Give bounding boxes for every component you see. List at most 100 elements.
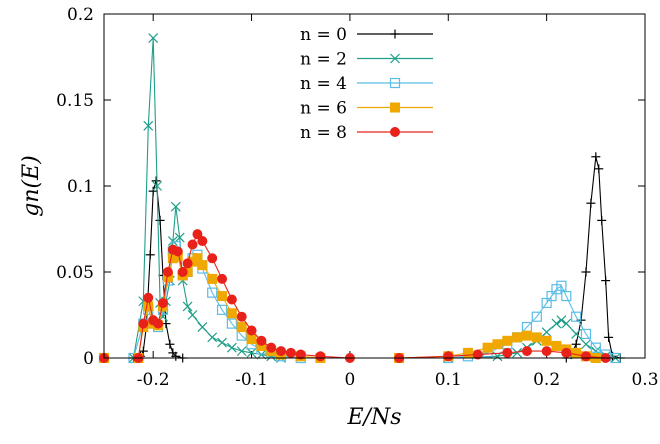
x-tick-label: -0.2 bbox=[137, 370, 170, 390]
data-point bbox=[197, 260, 208, 271]
y-tick-label: 0.05 bbox=[56, 263, 94, 283]
marker-stroke bbox=[174, 232, 185, 243]
y-axis-label: gn(E) bbox=[19, 155, 44, 216]
data-point bbox=[158, 297, 169, 308]
axes: -0.2 -0.1 0 0.1 0.2 0.3 0 0.05 0.1 0.15 0.2 bbox=[56, 5, 658, 390]
data-point bbox=[192, 229, 203, 240]
data-point bbox=[138, 318, 149, 329]
legend-item: n = 0 bbox=[300, 25, 433, 45]
data-point bbox=[187, 239, 198, 250]
data-point bbox=[226, 318, 237, 329]
data-point bbox=[236, 311, 247, 322]
data-point bbox=[580, 328, 592, 340]
x-tick-label: 0.1 bbox=[435, 370, 462, 390]
data-point bbox=[571, 311, 582, 322]
marker-stroke bbox=[390, 53, 400, 64]
x-tick-label: -0.1 bbox=[235, 370, 268, 390]
marker-stroke bbox=[170, 201, 181, 212]
marker-stroke bbox=[152, 181, 163, 191]
marker-stroke bbox=[246, 347, 257, 358]
marker-stroke bbox=[226, 342, 237, 353]
data-point bbox=[266, 342, 277, 353]
data-point bbox=[531, 332, 542, 343]
data-point bbox=[541, 327, 552, 338]
data-point bbox=[207, 287, 218, 298]
data-point bbox=[586, 198, 596, 208]
data-point bbox=[153, 318, 164, 329]
data-point bbox=[591, 152, 601, 162]
y-tick-label: 0.15 bbox=[56, 91, 94, 111]
series-4 bbox=[99, 229, 611, 363]
legend-marker bbox=[389, 77, 401, 89]
y-tick-label: 0 bbox=[83, 349, 94, 369]
data-point bbox=[590, 342, 601, 353]
data-point bbox=[167, 236, 178, 246]
data-point bbox=[246, 347, 257, 358]
legend-marker bbox=[390, 102, 400, 113]
x-tick-label: 0 bbox=[344, 370, 355, 390]
marker-stroke bbox=[541, 327, 552, 338]
data-point bbox=[531, 311, 542, 322]
data-point bbox=[492, 339, 503, 350]
marker-stroke bbox=[182, 301, 193, 312]
data-point bbox=[472, 349, 483, 360]
data-point bbox=[561, 347, 572, 358]
data-point bbox=[236, 346, 247, 357]
data-point bbox=[217, 291, 228, 302]
data-point bbox=[541, 346, 552, 357]
data-point bbox=[581, 339, 591, 350]
series-layer bbox=[98, 33, 625, 364]
legend-item: n = 8 bbox=[300, 123, 433, 143]
data-point bbox=[571, 347, 582, 358]
data-point bbox=[521, 330, 532, 341]
data-point bbox=[182, 258, 193, 269]
data-point bbox=[182, 301, 193, 312]
data-point bbox=[502, 335, 513, 346]
data-point bbox=[155, 215, 165, 225]
y-tick-label: 0.1 bbox=[67, 177, 94, 197]
data-point bbox=[177, 267, 188, 277]
data-point bbox=[561, 318, 572, 329]
legend: n = 0 n = 2 n = 4 n = 6 n = 8 bbox=[300, 25, 433, 143]
data-point bbox=[207, 273, 218, 284]
marker-stroke bbox=[556, 315, 567, 326]
data-point bbox=[217, 337, 227, 348]
data-point bbox=[521, 346, 532, 357]
data-point bbox=[604, 332, 614, 342]
data-point bbox=[152, 181, 163, 191]
data-point bbox=[580, 351, 591, 362]
data-point bbox=[171, 351, 181, 361]
data-point bbox=[597, 215, 607, 225]
legend-item: n = 4 bbox=[300, 74, 433, 94]
data-point bbox=[226, 294, 237, 305]
data-point bbox=[207, 332, 218, 343]
legend-label: n = 2 bbox=[300, 50, 347, 70]
data-point bbox=[170, 201, 181, 212]
legend-marker bbox=[390, 53, 400, 64]
data-point bbox=[187, 310, 198, 320]
data-point bbox=[512, 347, 523, 358]
marker-stroke bbox=[217, 337, 227, 348]
marker-stroke bbox=[236, 346, 247, 357]
data-point bbox=[315, 351, 326, 362]
data-point bbox=[556, 315, 567, 326]
marker-stroke bbox=[561, 318, 572, 329]
data-point bbox=[594, 164, 604, 174]
data-point bbox=[443, 351, 454, 362]
x-axis-label: E/Ns bbox=[346, 405, 401, 430]
data-point bbox=[601, 276, 611, 286]
data-point bbox=[216, 304, 228, 315]
data-point bbox=[143, 292, 154, 303]
data-point bbox=[295, 349, 306, 360]
data-point bbox=[462, 347, 473, 358]
x-tick-label: 0.2 bbox=[533, 370, 560, 390]
data-point bbox=[285, 347, 296, 358]
legend-label: n = 0 bbox=[300, 25, 347, 45]
plot-frame bbox=[103, 13, 646, 359]
data-point bbox=[551, 340, 562, 351]
data-point bbox=[276, 346, 287, 357]
legend-marker bbox=[390, 29, 400, 39]
data-point bbox=[148, 33, 159, 44]
